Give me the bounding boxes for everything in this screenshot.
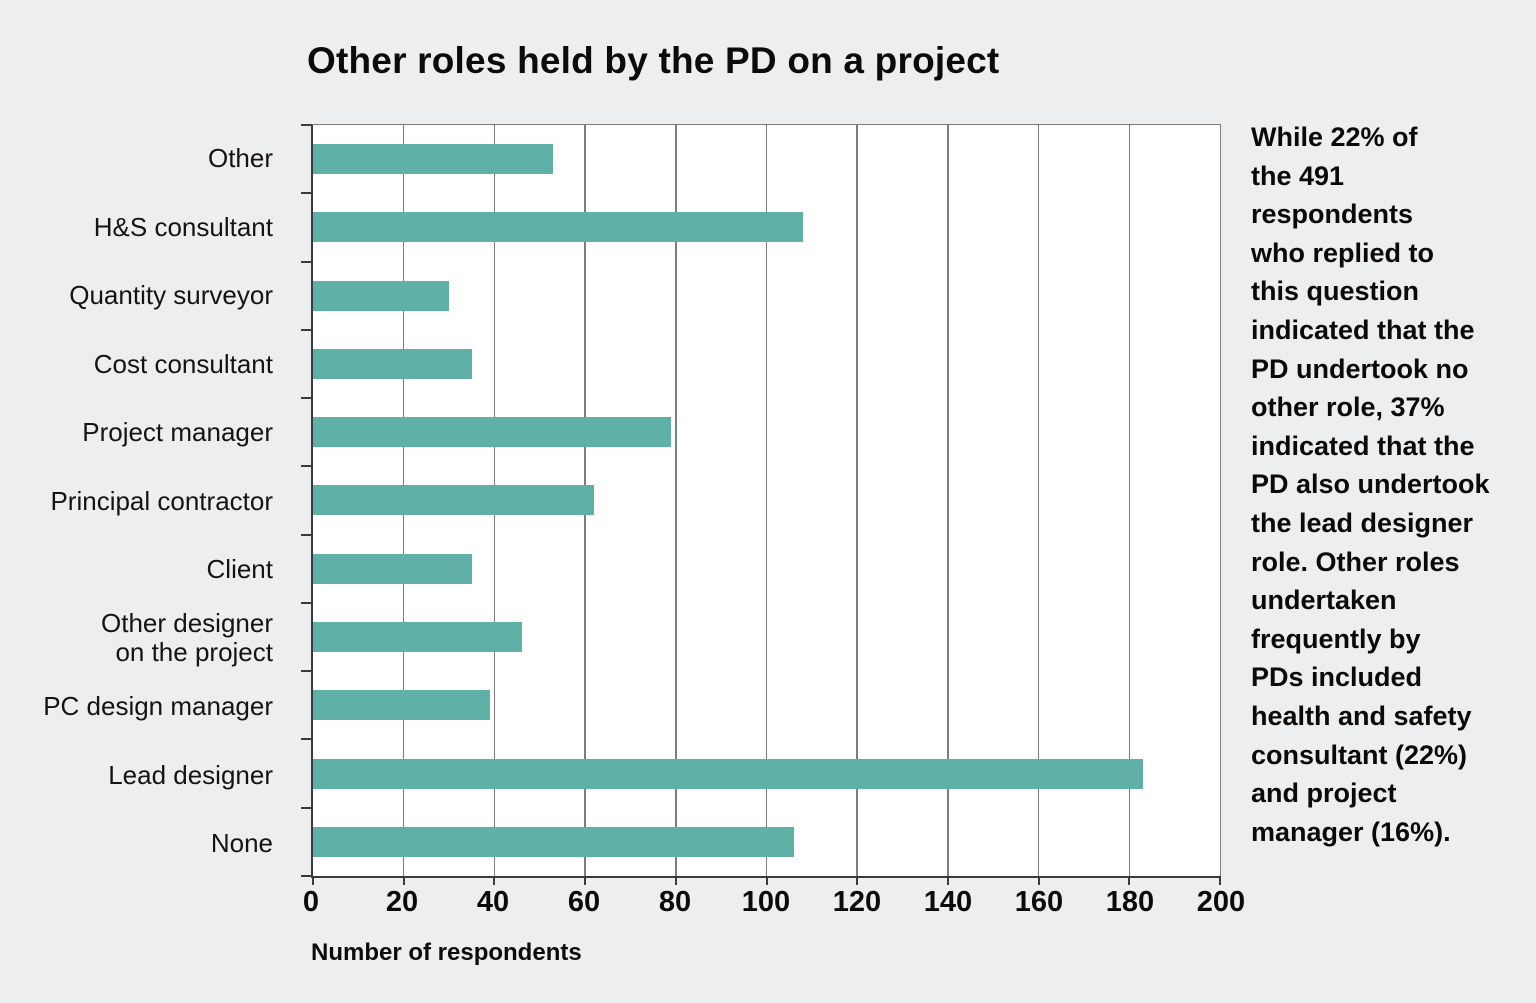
x-axis-tick (765, 876, 768, 885)
bar-row (313, 125, 1220, 193)
x-tick-label: 120 (832, 886, 882, 918)
y-axis-tick (301, 806, 311, 809)
x-tick-label: 0 (302, 886, 320, 918)
bar (313, 348, 472, 379)
bar (313, 826, 794, 857)
x-axis-tick (1128, 876, 1131, 885)
x-tick-label: 140 (923, 886, 973, 918)
x-tick-label: 200 (1196, 886, 1246, 918)
y-axis-labels: Other H&S consultant Quantity surveyor Cost… (0, 124, 292, 878)
x-axis-tick (493, 876, 496, 885)
x-tick-label: 180 (1105, 886, 1155, 918)
bar (313, 690, 490, 721)
x-axis-tick (1037, 876, 1040, 885)
x-tick-label: 100 (741, 886, 791, 918)
bar-row (313, 466, 1220, 534)
x-axis-tick (312, 876, 314, 885)
x-axis-title: Number of respondents (311, 939, 582, 966)
bar-row (313, 262, 1220, 330)
category-label: None (210, 828, 273, 859)
y-axis-tick (301, 328, 311, 331)
bar-row (313, 808, 1220, 876)
bar-row (313, 398, 1220, 466)
x-axis-tick (1219, 876, 1221, 885)
gridline (675, 125, 677, 876)
gridline (947, 125, 949, 876)
category-label: H&S consultant (93, 211, 273, 242)
bar-row (313, 535, 1220, 603)
y-axis-tick (301, 397, 311, 400)
y-axis-tick (301, 670, 311, 673)
y-axis-tick (301, 192, 311, 195)
y-axis-tick (301, 875, 311, 877)
bar-row (313, 603, 1220, 671)
x-axis-tick (856, 876, 859, 885)
bar-row (313, 671, 1220, 739)
x-axis-tick (402, 876, 405, 885)
gridline (856, 125, 858, 876)
chart-title: Other roles held by the PD on a project (307, 40, 1000, 81)
x-tick-label: 60 (567, 886, 601, 918)
gridline (1128, 125, 1131, 876)
category-label: Other (207, 142, 273, 173)
y-axis-tick (301, 738, 311, 741)
category-label: Principal contractor (50, 485, 273, 516)
category-label: Lead designer (108, 759, 273, 790)
bar (313, 144, 554, 175)
bar-row (313, 330, 1220, 398)
category-label: Quantity surveyor (69, 280, 273, 311)
bar-row (313, 193, 1220, 261)
y-axis-tick (301, 533, 311, 536)
x-axis-tick (674, 876, 677, 885)
bar-row (313, 739, 1220, 807)
bar (313, 622, 522, 653)
plot-area (301, 124, 1221, 885)
category-label: Client (206, 554, 273, 585)
gridline (765, 125, 768, 876)
bar (313, 485, 595, 516)
category-label: Project manager (82, 417, 273, 448)
y-axis-tick (301, 601, 311, 604)
bar (313, 553, 472, 584)
x-axis-tick (946, 876, 949, 885)
bar (313, 417, 672, 448)
bar (313, 758, 1143, 789)
x-tick-label: 160 (1014, 886, 1064, 918)
y-axis-tick (301, 260, 311, 263)
category-label: Cost consultant (93, 348, 273, 379)
x-axis-tick (584, 876, 587, 885)
bar (313, 280, 450, 311)
x-tick-label: 80 (658, 886, 692, 918)
x-tick-label: 20 (385, 886, 419, 918)
y-axis-tick (301, 465, 311, 468)
bar (313, 212, 803, 243)
category-label: Other designer on the project (101, 608, 273, 668)
category-label: PC design manager (43, 691, 273, 722)
annotation-text: While 22% of the 491 respondents who rep… (1251, 122, 1490, 847)
x-tick-label: 40 (476, 886, 510, 918)
gridline (1037, 125, 1040, 876)
y-axis-tick (301, 124, 311, 126)
